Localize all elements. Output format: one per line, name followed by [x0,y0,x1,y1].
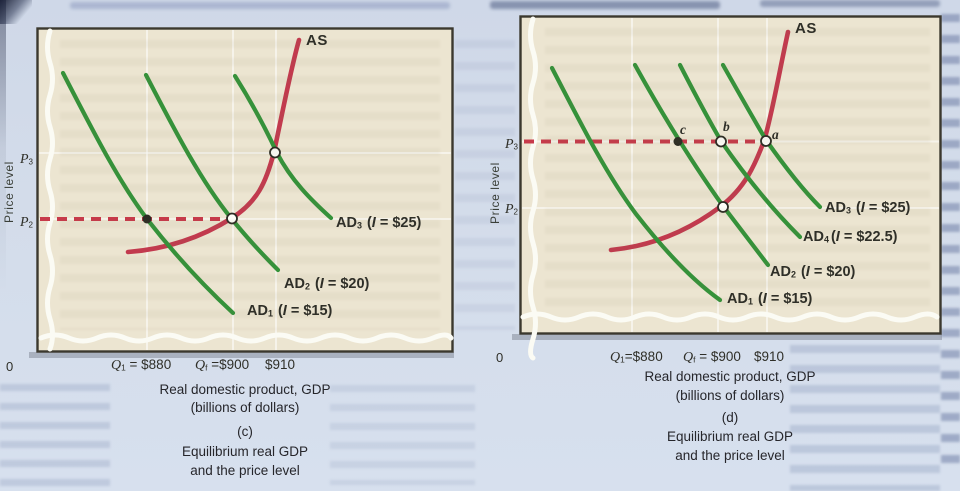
origin-label: 0 [496,350,504,365]
page-bleed-texture [330,385,475,485]
panel-c-plot [29,27,454,358]
whiteout-wavy-line-horizontal [520,311,940,323]
x-tick-qf: Qf =$900 [195,357,250,373]
page-bleed-texture [941,14,960,476]
panel-letter: (c) [237,424,253,439]
caption-line1: Equilibrium real GDP [666,429,794,444]
ad3-curve-label: AD3 (I = $25) [336,215,422,231]
whiteout-wavy-line-horizontal [38,332,454,344]
page-edge-shading [0,0,6,491]
as-curve-label: AS [306,32,328,49]
point-as-ad2-equilibrium [226,212,238,225]
x-tick-q1: Q1=$880 [610,349,663,365]
panel-d-plot [512,15,942,361]
point-as-ad2-equilibrium [717,201,729,213]
page-bleed-texture [0,384,110,491]
x-tick-910: $910 [754,349,785,364]
ad3-curve-label: AD3 (I = $25) [825,200,911,216]
caption-line2: and the price level [675,448,785,463]
ad1-curve-label: AD1 (I = $15) [727,291,813,307]
x-axis-title-line1: Real domestic product, GDP [159,382,331,397]
page-bleed-texture [760,0,940,7]
whiteout-wavy-line-vertical [528,16,538,361]
page-bleed-texture [455,40,515,330]
as-curve-label: AS [795,20,817,37]
origin-label: 0 [6,359,14,374]
x-tick-q1: Q1 = $880 [111,357,172,373]
ad1-curve [549,65,723,303]
x-tick-910: $910 [265,357,296,372]
chart-frame [519,15,942,335]
page-bleed-texture [790,345,940,491]
panel-c: AS AD3 (I = $25) AD2 (I = $20) AD1 (I = $15… [2,27,454,478]
caption-line2: and the price level [190,463,300,478]
as-curve [125,37,302,255]
point-a-label: a [772,127,779,142]
point-c-ad2-at-p3 [673,137,683,146]
x-axis-title-line2: (billions of dollars) [190,400,300,415]
y-tick-p2: P2 [19,215,33,230]
ad2-curve-label: AD2 (I = $20) [770,264,856,280]
ad1-curve-label: AD1 (I = $15) [247,303,333,319]
y-axis-title: Price level [488,162,502,224]
ad2-curve [632,62,771,268]
ad2-curve-label: AD2 (I = $20) [284,276,370,292]
point-b-ad4-at-p3 [715,135,727,148]
y-tick-p3: P3 [19,152,33,167]
point-b-label: b [723,119,730,134]
y-tick-p2: P2 [504,202,518,217]
x-tick-qf: Qf = $900 [683,349,741,365]
page-bleed-texture [70,2,450,9]
panel-d: AS c b a AD3 (I = $25) AD4 (I = $22.5) AD2… [480,0,960,491]
whiteout-wavy-line-vertical [45,28,55,352]
gridlines [39,30,451,350]
caption-line1: Equilibrium real GDP [181,444,309,459]
chart-drop-shadow [512,334,942,340]
x-axis-title-line1: Real domestic product, GDP [644,369,816,384]
point-as-ad3-equilibrium [269,146,281,159]
page-bleed-texture [490,1,720,9]
x-axis-title-line2: (billions of dollars) [675,388,785,403]
point-c-label: c [680,122,686,137]
page-binding-shadow [0,0,32,24]
y-tick-p3: P3 [504,137,518,152]
ad2-curve [143,72,281,273]
point-ad1-at-p2 [142,214,152,224]
chart-frame [36,27,454,353]
point-a-as-ad3-equilibrium [760,135,772,147]
y-axis-title: Price level [2,161,16,223]
ad4-curve-label: AD4 (I = $22.5) [803,229,898,245]
panel-letter: (d) [721,410,739,425]
chart-drop-shadow [29,352,454,358]
